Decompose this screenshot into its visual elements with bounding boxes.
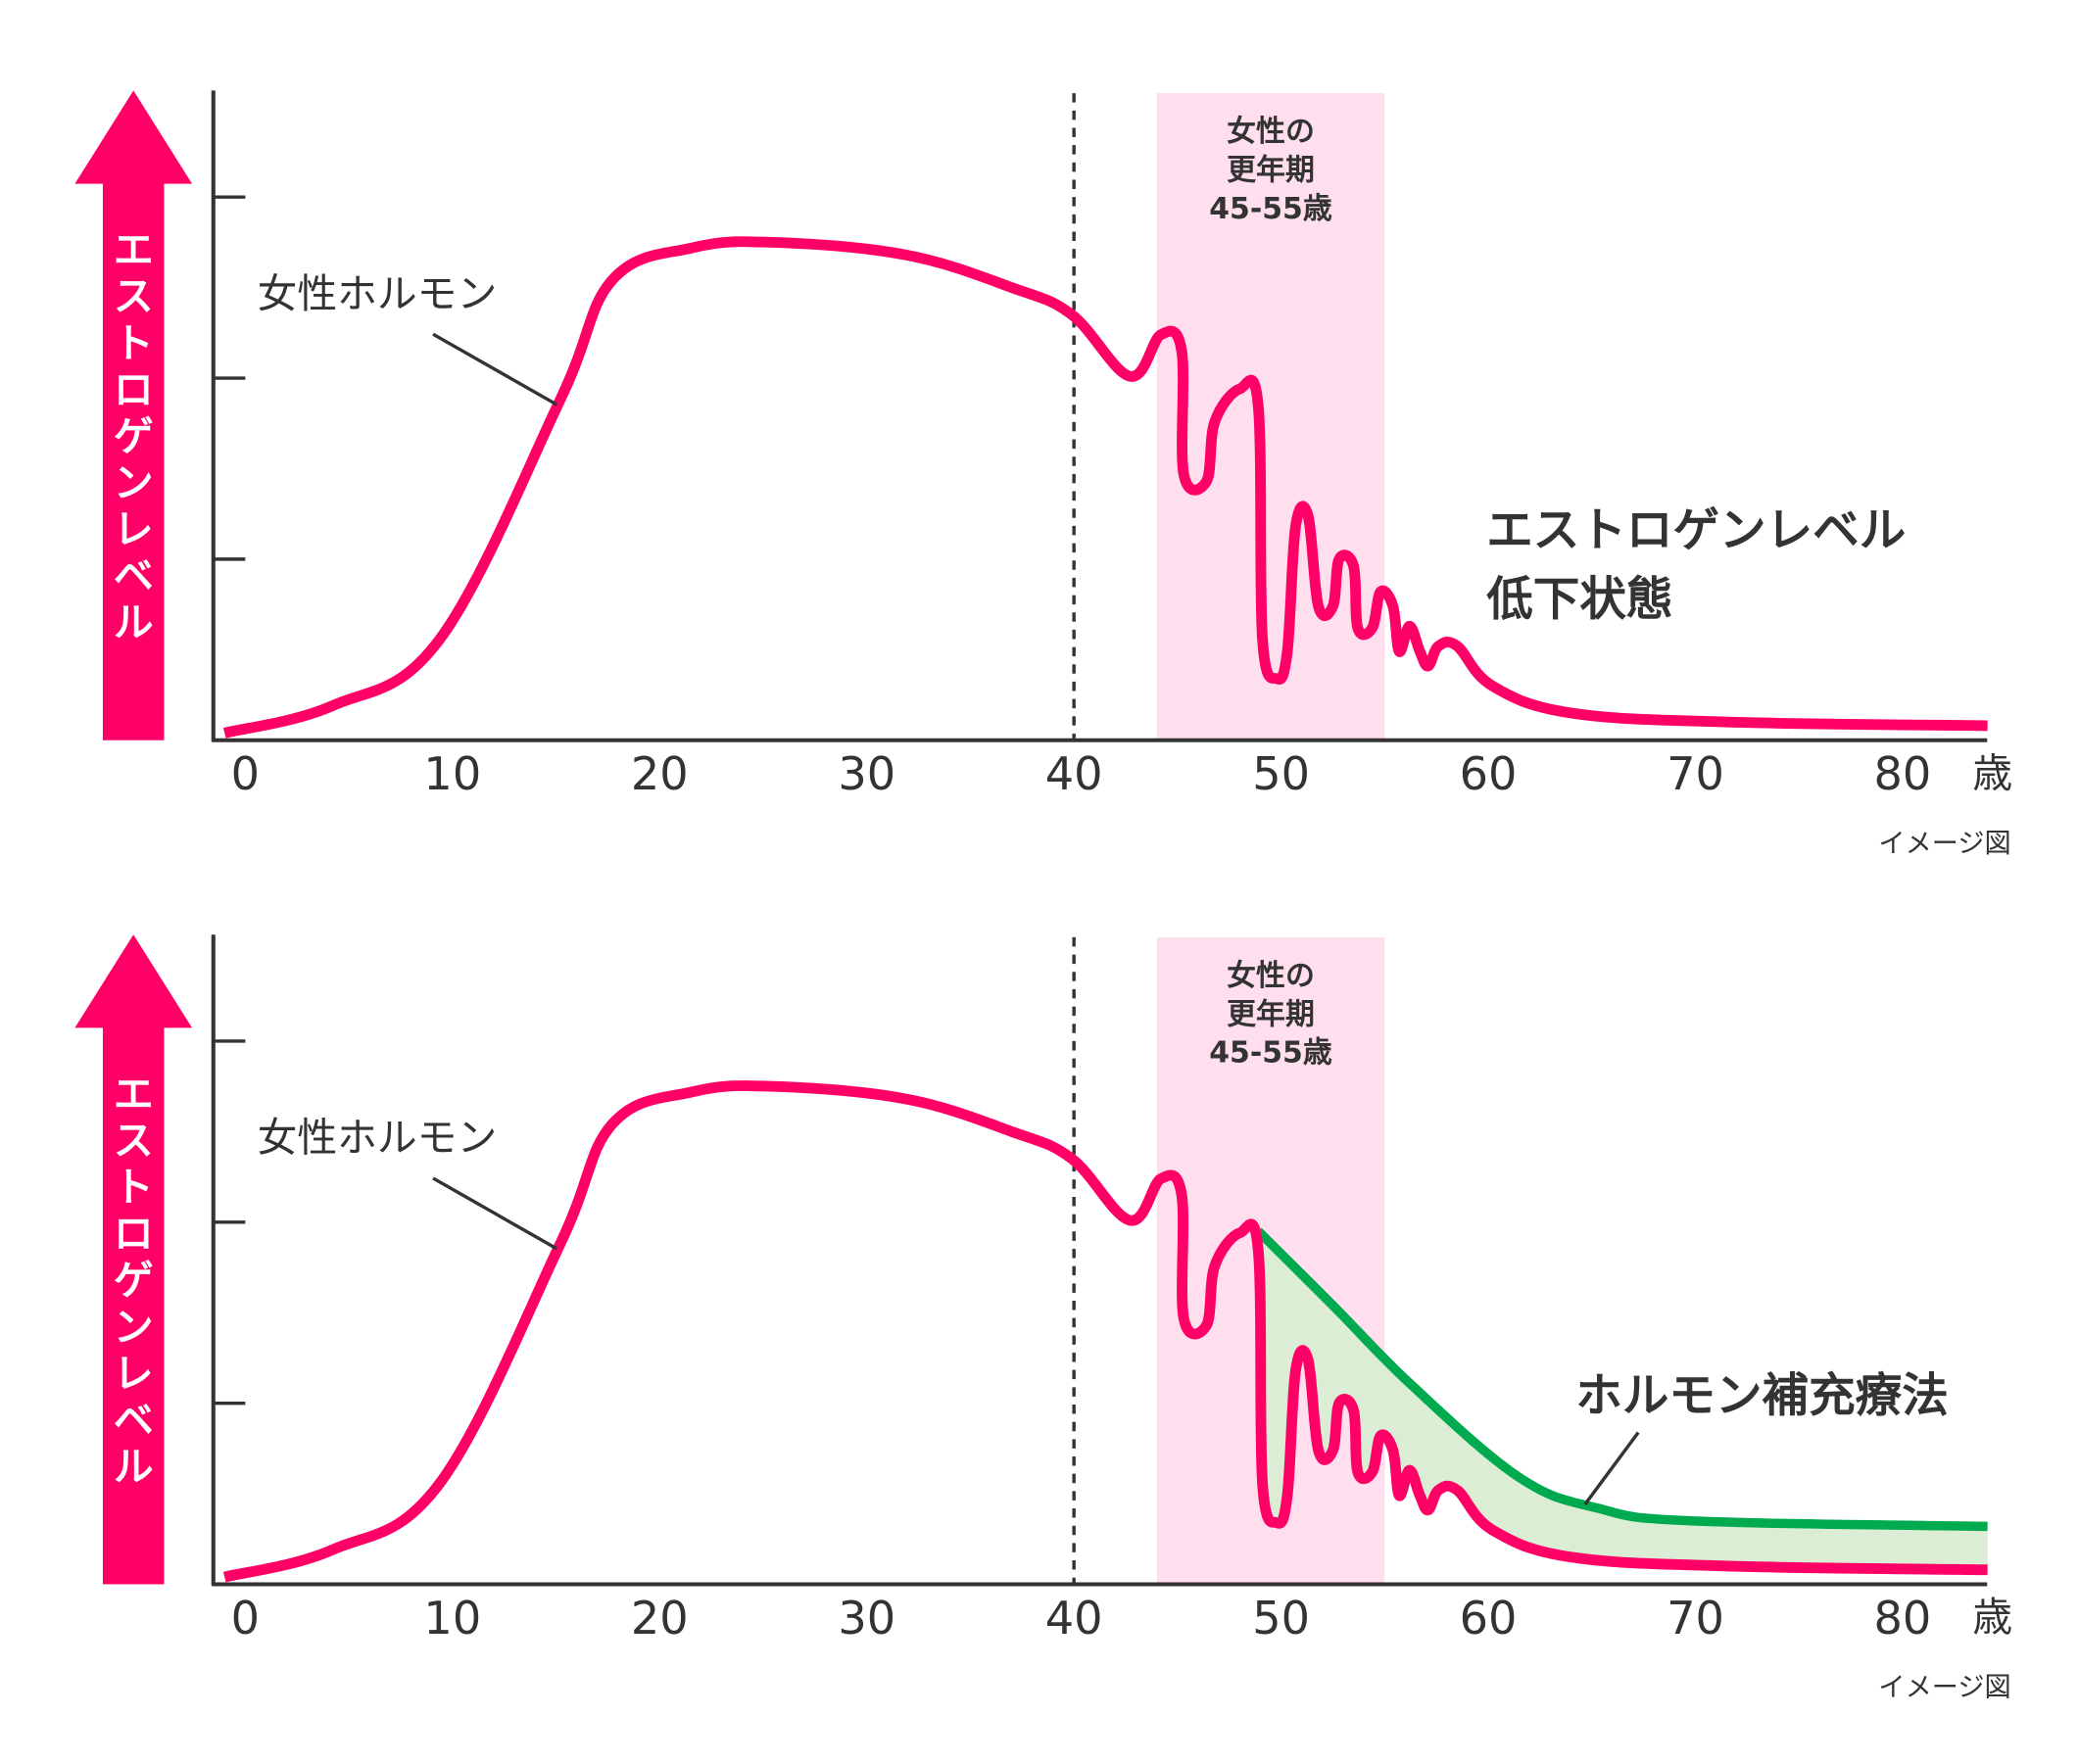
y-axis-label-char: ト (114, 1164, 154, 1211)
y-axis-label-char: レ (114, 506, 154, 553)
age-unit-label: 歳 (1972, 1594, 2012, 1641)
x-tick-label: 20 (631, 1592, 689, 1645)
y-axis-label-char: ベ (114, 552, 154, 599)
hormone-leader-line (432, 1176, 558, 1251)
x-tick-label: 80 (1874, 1592, 1932, 1645)
hormone-leader-line (432, 332, 558, 406)
x-tick-label: 50 (1252, 1592, 1310, 1645)
x-tick-label: 0 (231, 747, 260, 800)
band-label-line: 45-55歳 (1209, 192, 1332, 226)
band-label-line: 女性の (1227, 959, 1315, 993)
hormone-line (222, 1079, 1988, 1583)
hrt-line (1254, 1227, 1988, 1532)
band-label-line: 女性の (1227, 115, 1315, 149)
hrt-leader-line (1583, 1431, 1640, 1505)
band-label-line: 更年期 (1227, 153, 1315, 187)
hormone-label: 女性ホルモン (258, 1115, 498, 1162)
x-tick-label: 10 (423, 747, 481, 800)
y-axis-label-char: ル (114, 1443, 154, 1490)
x-tick-label: 40 (1045, 747, 1103, 800)
y-axis-label-char: ロ (114, 366, 154, 413)
x-tick-label: 30 (838, 747, 895, 800)
up-arrow-icon (74, 934, 193, 1585)
hormone-line (222, 236, 1988, 739)
x-tick-label: 60 (1460, 1592, 1518, 1645)
hormone-label: 女性ホルモン (258, 270, 498, 317)
x-tick-label: 40 (1045, 1592, 1103, 1645)
age-unit-label: 歳 (1972, 749, 2012, 796)
y-axis-label-char: ス (114, 1117, 154, 1164)
y-axis-label-char: ゲ (114, 1257, 154, 1304)
x-tick-label: 20 (631, 747, 689, 800)
x-tick-label: 80 (1874, 747, 1932, 800)
x-tick-label: 30 (838, 1592, 895, 1645)
y-axis-label-char: ロ (114, 1211, 154, 1258)
y-axis-label-char: レ (114, 1350, 154, 1397)
y-axis-label-char: ト (114, 319, 154, 366)
x-tick-label: 60 (1460, 747, 1518, 800)
y-axis-label-char: エ (114, 1071, 154, 1118)
hrt-annotation: ホルモン補充療法 (1575, 1369, 1949, 1423)
x-tick-label: 0 (231, 1592, 260, 1645)
x-tick-label: 50 (1252, 747, 1310, 800)
low-level-annotation: 低下状態 (1486, 573, 1672, 627)
y-axis-label-char: エ (114, 226, 154, 273)
low-level-annotation: エストロゲンレベル (1486, 503, 1906, 557)
image-note: イメージ図 (1878, 1673, 2010, 1703)
y-axis-label-char: ゲ (114, 412, 154, 459)
image-note: イメージ図 (1878, 829, 2010, 859)
y-axis-label-char: ン (114, 459, 154, 506)
band-label-line: 更年期 (1227, 997, 1315, 1031)
x-tick-label: 10 (423, 1592, 481, 1645)
y-axis-label-char: ル (114, 599, 154, 646)
up-arrow-icon (74, 90, 193, 740)
x-tick-label: 70 (1667, 1592, 1724, 1645)
band-label-line: 45-55歳 (1209, 1036, 1332, 1071)
y-axis-label-char: ベ (114, 1397, 154, 1444)
x-tick-label: 70 (1667, 747, 1724, 800)
y-axis-label-char: ン (114, 1304, 154, 1351)
y-axis-label-char: ス (114, 273, 154, 320)
menopause-band (1156, 93, 1385, 740)
